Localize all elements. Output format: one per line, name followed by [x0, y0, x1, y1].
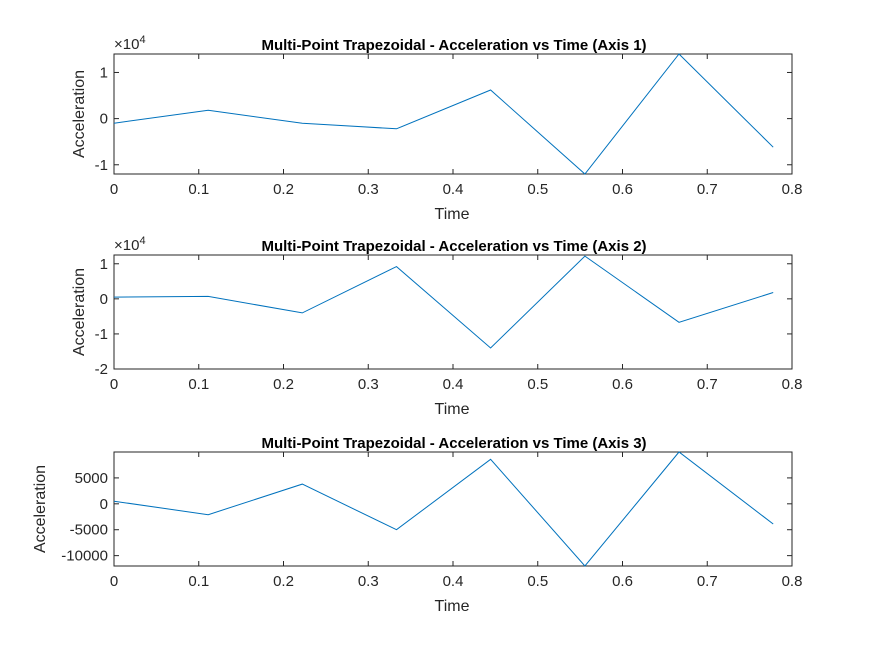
x-tick-label: 0: [110, 376, 118, 393]
x-tick-label: 0.7: [697, 376, 718, 393]
subplot-3: 0 0.1 0.2 0.3 0.4 0.5 0.6 0.7 0.8 -10000 -5000 0 500…: [32, 435, 802, 615]
y-tick-label: 0: [100, 496, 108, 513]
series-line: [113, 451, 774, 567]
y-tick-label: 1: [100, 64, 108, 81]
x-tick-label: 0.8: [782, 376, 803, 393]
x-tick-label: 0: [110, 573, 118, 590]
x-tick-label: 0.5: [527, 181, 548, 198]
x-tick-label: 0.1: [188, 573, 209, 590]
y-tick-label: 1: [100, 256, 108, 273]
x-axis-label: Time: [435, 206, 470, 223]
x-tick-label: 0.6: [612, 376, 633, 393]
series-line: [113, 255, 774, 349]
y-tick-label: -5000: [70, 522, 108, 539]
x-tick-label: 0.2: [273, 181, 294, 198]
chart-title: Multi-Point Trapezoidal - Acceleration v…: [261, 238, 646, 255]
y-tick-label: 0: [100, 291, 108, 308]
y-tick-label: -1: [95, 326, 108, 343]
x-tick-label: 0.4: [443, 376, 464, 393]
x-tick-label: 0.5: [527, 573, 548, 590]
x-tick-label: 0.4: [443, 181, 464, 198]
x-tick-label: 0: [110, 181, 118, 198]
x-tick-label: 0.6: [612, 181, 633, 198]
subplot-2: 0 0.1 0.2 0.3 0.4 0.5 0.6 0.7 0.8 -2 -1 0 1 ×104 Multi…: [71, 235, 802, 418]
y-tick-label: -1: [95, 157, 108, 174]
x-tick-label: 0.3: [358, 573, 379, 590]
x-tick-label: 0.7: [697, 181, 718, 198]
plot-frame: [113, 451, 793, 567]
x-tick-label: 0.2: [273, 573, 294, 590]
y-axis-label: Acceleration: [71, 70, 88, 158]
x-tick-label: 0.6: [612, 573, 633, 590]
x-tick-label: 0.2: [273, 376, 294, 393]
chart-title: Multi-Point Trapezoidal - Acceleration v…: [261, 435, 646, 452]
x-tick-label: 0.8: [782, 573, 803, 590]
x-tick-label: 0.5: [527, 376, 548, 393]
x-tick-label: 0.3: [358, 181, 379, 198]
series-line: [113, 53, 774, 175]
y-tick-label: 5000: [75, 470, 108, 487]
subplot-1: 0 0.1 0.2 0.3 0.4 0.5 0.6 0.7 0.8-101×104 Multi-P…: [71, 34, 802, 223]
y-axis-label: Acceleration: [32, 465, 49, 553]
y-axis-label: Acceleration: [71, 268, 88, 356]
y-tick-label: -10000: [61, 548, 108, 565]
x-tick-label: 0.4: [443, 573, 464, 590]
plot-frame: [113, 53, 793, 175]
x-tick-label: 0.1: [188, 181, 209, 198]
x-tick-label: 0.7: [697, 573, 718, 590]
plot-frame: [113, 254, 793, 370]
y-tick-label: -2: [95, 361, 108, 378]
y-exponent-label: ×104: [114, 235, 146, 254]
x-tick-label: 0.3: [358, 376, 379, 393]
y-tick-label: 0: [100, 111, 108, 128]
x-tick-label: 0.8: [782, 181, 803, 198]
x-axis-label: Time: [435, 598, 470, 615]
x-tick-label: 0.1: [188, 376, 209, 393]
x-axis-label: Time: [435, 401, 470, 418]
y-exponent-label: ×104: [114, 34, 146, 53]
chart-title: Multi-Point Trapezoidal - Acceleration v…: [261, 37, 646, 54]
